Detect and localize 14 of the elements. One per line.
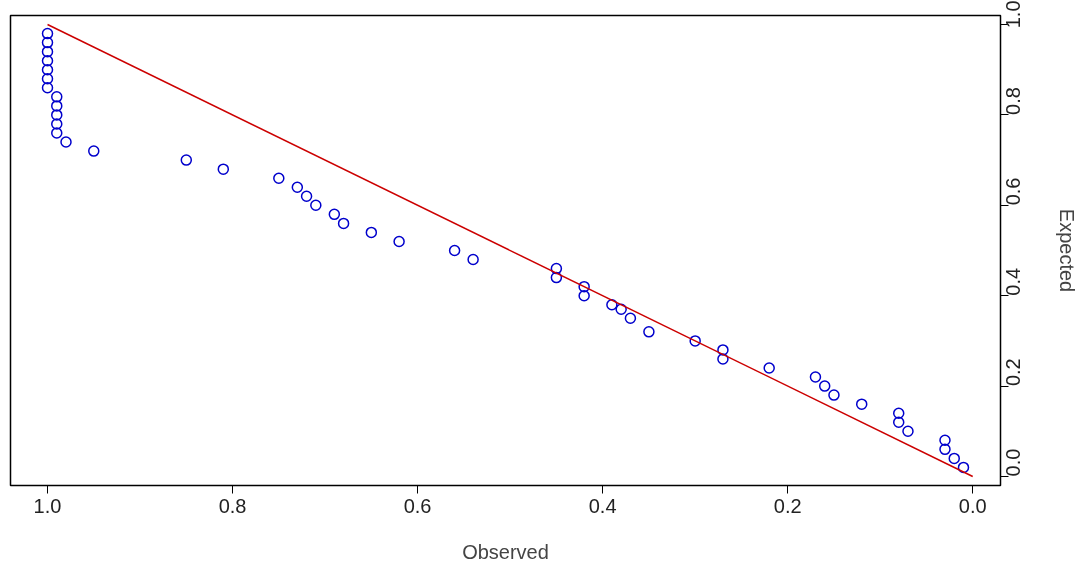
- y-tick-label: 1.0: [1002, 0, 1025, 29]
- y-tick-label: 0.2: [1002, 358, 1025, 387]
- y-tick-label: 0.6: [1002, 177, 1025, 206]
- y-axis-title: Expected: [1055, 208, 1078, 293]
- x-tick-label: 0.2: [773, 494, 802, 517]
- y-tick-label: 0.0: [1002, 448, 1025, 477]
- x-tick-label: 0.4: [588, 494, 617, 517]
- x-axis-title: Observed: [462, 540, 549, 563]
- y-tick-label: 0.8: [1002, 87, 1025, 115]
- x-tick-label: 0.6: [403, 494, 432, 517]
- x-tick-label: 1.0: [33, 494, 62, 517]
- x-tick-label: 0.8: [218, 494, 247, 517]
- y-tick-label: 0.4: [1002, 267, 1025, 296]
- x-tick-label: 0.0: [958, 494, 987, 517]
